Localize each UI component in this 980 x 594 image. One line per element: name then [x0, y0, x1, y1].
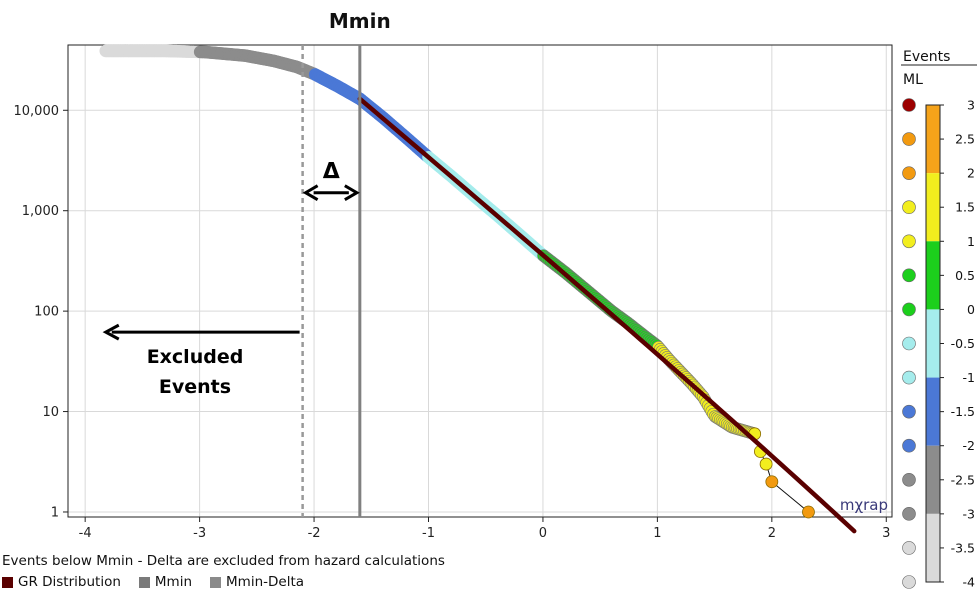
colorbar-legend-marker	[902, 370, 916, 385]
colorbar-legend-marker	[902, 507, 916, 521]
legend-item: Mmin	[138, 574, 193, 590]
x-tick-label: 2	[768, 526, 776, 541]
watermark-logo: mχrap	[840, 496, 888, 514]
colorbar-legend-marker	[902, 438, 916, 453]
colorbar-legend-marker	[902, 336, 916, 351]
x-tick-label: 0	[539, 526, 547, 541]
excluded-label-line1: Excluded	[147, 346, 244, 368]
annotations: Δ Excluded Events mχrap	[102, 45, 888, 517]
delta-label: Δ	[323, 160, 340, 185]
axes: -4 -3 -2 -1 0 1 2 3 1 10 100 1,000 10,000 Mmin	[14, 9, 893, 541]
colorbar-legend-marker	[902, 166, 916, 180]
x-tick-label: -1	[422, 526, 435, 541]
legend-label: GR Distribution	[18, 574, 121, 590]
colorbar-tick-label: 0	[967, 302, 975, 317]
colorbar-tick-label: -3	[963, 506, 975, 521]
colorbar: Events ML 3 2.5 2 1.5 1 0.5 0 -0.5 -1 -1.5 -2 -2.5 -3 -…	[901, 49, 977, 590]
colorbar-legend-marker	[902, 472, 916, 487]
colorbar-tick-label: -2.5	[951, 472, 975, 487]
colorbar-header: Events	[903, 49, 950, 65]
colorbar-tick-label: -3.5	[951, 540, 975, 555]
colorbar-band	[926, 105, 940, 174]
colorbar-legend-marker	[902, 302, 916, 317]
legend-swatch	[138, 576, 150, 588]
colorbar-tick-label: 0.5	[955, 268, 975, 283]
x-tick-label: -4	[79, 526, 92, 541]
colorbar-legend-marker	[902, 268, 916, 283]
legend-swatch	[2, 576, 13, 588]
legend-item: GR Distribution	[2, 574, 121, 590]
y-tick-label: 100	[34, 305, 59, 320]
x-tick-label: 1	[653, 526, 661, 541]
colorbar-tick-label: -4	[963, 575, 976, 590]
legend-label: Mmin-Delta	[226, 574, 305, 590]
colorbar-legend-marker	[902, 404, 916, 419]
colorbar-tick-label: 1	[967, 234, 975, 249]
colorbar-legend-marker	[902, 132, 916, 146]
colorbar-legend-marker	[902, 234, 916, 249]
colorbar-tick-label: 3	[967, 98, 975, 113]
y-tick-label: 10	[42, 405, 59, 420]
footnote: Events below Mmin - Delta are excluded f…	[2, 553, 445, 569]
y-tick-label: 1	[51, 505, 59, 520]
colorbar-tick-label: 1.5	[955, 200, 975, 215]
legend-swatch	[210, 576, 222, 588]
colorbar-label: ML	[903, 72, 923, 88]
x-tick-label: -3	[193, 526, 206, 541]
colorbar-tick-label: 2	[967, 166, 975, 181]
event-marker	[759, 457, 773, 471]
legend-item: Mmin-Delta	[210, 574, 304, 590]
plot-frame	[67, 44, 893, 518]
event-marker	[765, 475, 779, 489]
y-tick-label: 1,000	[22, 204, 59, 219]
colorbar-tick-label: -1	[963, 370, 975, 385]
delta-arrow-left-head	[302, 184, 319, 201]
gridlines	[68, 45, 892, 517]
colorbar-tick-label: 2.5	[955, 132, 975, 147]
event-marker	[802, 505, 815, 519]
colorbar-band	[926, 241, 940, 310]
excluded-arrow-head	[102, 323, 120, 341]
colorbar-legend-marker	[902, 541, 916, 555]
legend-label: Mmin	[154, 574, 193, 590]
colorbar-band	[926, 445, 940, 514]
colorbar-band	[926, 173, 940, 242]
x-tick-label: -2	[308, 526, 321, 541]
colorbar-band	[926, 377, 940, 446]
colorbar-band	[926, 513, 940, 582]
colorbar-legend-marker	[902, 200, 916, 215]
plot-background	[68, 45, 892, 517]
colorbar-tick-label: -1.5	[951, 404, 975, 419]
colorbar-tick-label: -0.5	[951, 336, 975, 351]
colorbar-band	[926, 309, 940, 378]
x-tick-label: 3	[882, 526, 890, 541]
legend: GR Distribution Mmin Mmin-Delta	[2, 574, 316, 590]
chart-title: Mmin	[329, 9, 391, 33]
data-series	[99, 44, 857, 534]
gr-distribution-line	[357, 96, 857, 534]
colorbar-tick-label: -2	[963, 438, 975, 453]
colorbar-legend-marker	[902, 575, 916, 589]
colorbar-legend-marker	[902, 98, 916, 112]
y-tick-label: 10,000	[14, 104, 60, 119]
delta-arrow-right-head	[344, 184, 360, 201]
excluded-label-line2: Events	[159, 376, 231, 398]
